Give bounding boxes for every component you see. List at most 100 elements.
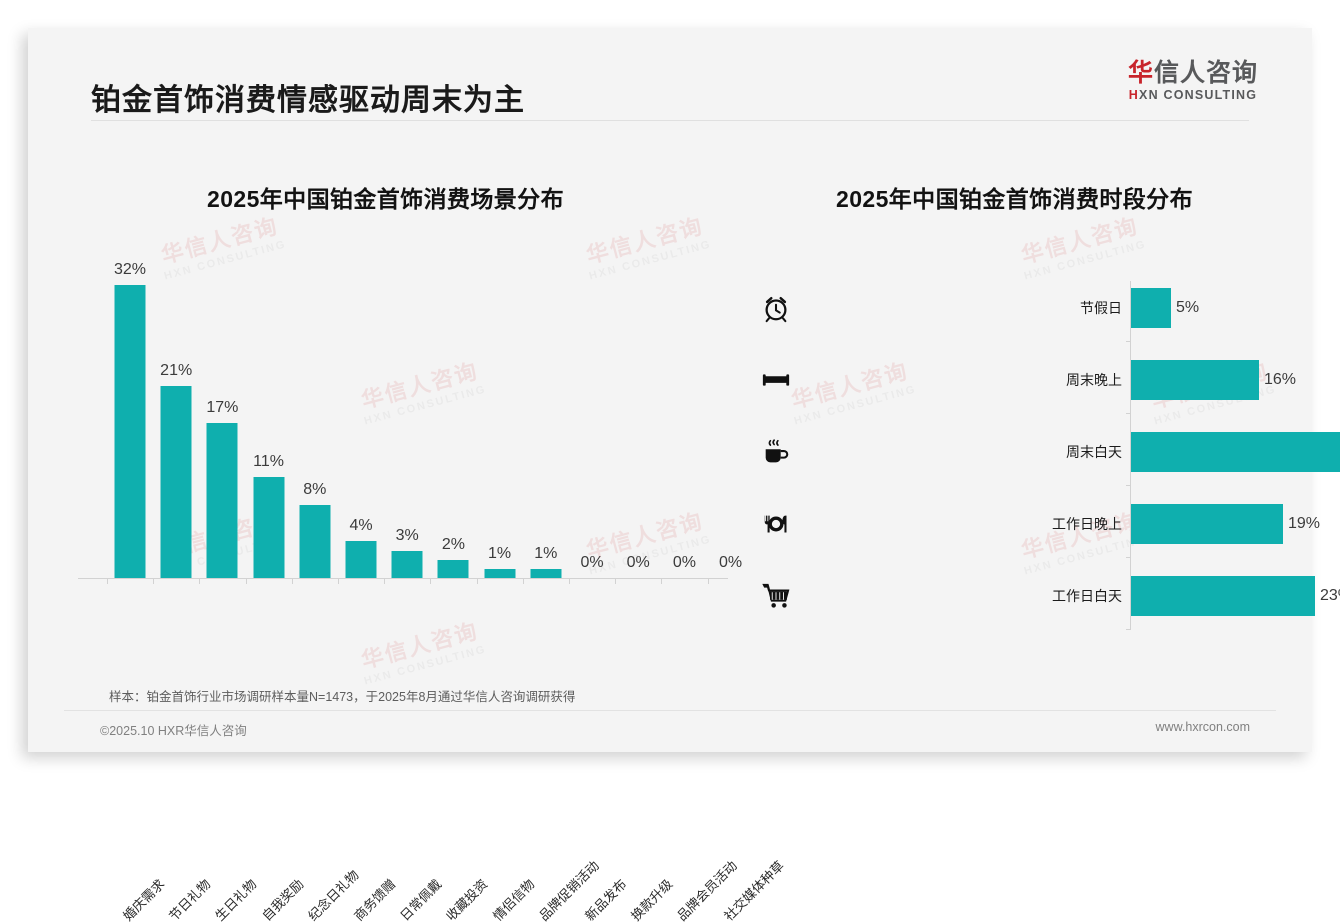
scenario-bar-item[interactable]: 17% [194, 258, 250, 578]
scenario-bar[interactable] [345, 541, 377, 578]
alarm-clock-icon [756, 288, 796, 328]
scenario-bar-item[interactable]: 32% [102, 258, 158, 578]
scenario-bar-value-label: 1% [534, 545, 558, 562]
scenario-category-label: 收藏投资 [443, 876, 491, 924]
scenario-bar-value-label: 8% [303, 481, 327, 498]
scenario-axis-tick [338, 579, 339, 584]
shopping-cart-icon [756, 576, 796, 616]
timeslot-axis-tick [1126, 413, 1131, 414]
scenario-bar-item[interactable]: 8% [287, 258, 343, 578]
logo-accent-char: 华 [1127, 59, 1154, 87]
timeslot-chart-title: 2025年中国铂金首饰消费时段分布 [836, 186, 1193, 212]
scenario-axis-tick [384, 579, 386, 584]
timeslot-bar[interactable] [1131, 432, 1340, 472]
scenario-chart-plot: 32% 21% 17% 11% 8% 4% 3% 2% 1% 1% 0% 0% 0% 0% [78, 258, 742, 584]
logo-en-rest-chars: XN CONSULTING [1139, 88, 1258, 103]
scenario-bar-item[interactable]: 1% [472, 258, 528, 578]
logo-en-accent-char: H [1128, 88, 1140, 103]
scenario-axis-tick [430, 579, 432, 584]
company-logo: 华信人咨询 HXN CONSULTING [1118, 60, 1268, 102]
scenario-category-label: 自我奖励 [258, 876, 307, 924]
scenario-bar[interactable] [114, 285, 146, 578]
scenario-bar-value-label: 11% [253, 453, 285, 470]
scenario-category-label: 情侣信物 [489, 876, 538, 924]
scenario-bar-item[interactable]: 3% [379, 258, 435, 578]
dining-plate-icon [756, 504, 796, 544]
scenario-category-label: 婚庆需求 [120, 876, 168, 924]
scenario-bar[interactable] [206, 423, 238, 578]
scenario-axis-tick [291, 579, 293, 584]
scenario-axis-tick [476, 579, 478, 584]
scenario-axis-tick [245, 579, 247, 584]
timeslot-bar-value-label: 16% [1264, 371, 1297, 388]
copyright-text: ©2025.10 HXR华信人咨询 [100, 724, 247, 738]
scenario-bar-value-label: 0% [719, 554, 743, 571]
timeslot-category-label: 工作日白天 [1052, 588, 1122, 604]
scenario-bar[interactable] [530, 569, 562, 578]
scenario-axis-tick [661, 579, 663, 584]
timeslot-chart-panel: 2025年中国铂金首饰消费时段分布 节假日5%周末晚上16%周末白天37%工作日… [746, 148, 1340, 668]
timeslot-bar[interactable] [1131, 576, 1315, 616]
scenario-bar[interactable] [299, 505, 331, 578]
scenario-bar[interactable] [160, 386, 192, 578]
timeslot-chart-axis [1130, 281, 1131, 629]
scenario-bar-item[interactable]: 0% [610, 258, 666, 578]
header-divider [91, 120, 1249, 121]
footer-divider [64, 710, 1276, 711]
scenario-axis-tick [707, 579, 709, 584]
timeslot-bar-row[interactable]: 工作日白天 23% [746, 563, 1340, 629]
scenario-bar-item[interactable]: 0% [656, 258, 712, 578]
website-link[interactable]: www.hxrcon.com [1155, 720, 1250, 734]
timeslot-axis-tick [1126, 485, 1131, 486]
scenario-bar-item[interactable]: 2% [425, 258, 481, 578]
timeslot-bar-row[interactable]: 节假日 5% [746, 275, 1286, 341]
timeslot-bar-row[interactable]: 周末晚上 16% [746, 347, 1296, 413]
scenario-chart-title: 2025年中国铂金首饰消费场景分布 [207, 186, 564, 212]
scenario-chart-baseline [78, 578, 728, 579]
timeslot-bar-value-label: 5% [1176, 299, 1200, 316]
scenario-axis-tick [522, 579, 524, 584]
scenario-bar-item[interactable]: 0% [564, 258, 620, 578]
timeslot-bar-value-label: 23% [1320, 587, 1340, 604]
timeslot-bar-row[interactable]: 周末白天37% [746, 419, 1340, 485]
slide-header: 铂金首饰消费情感驱动周末为主 华信人咨询 HXN CONSULTING [28, 28, 1312, 120]
scenario-bar-value-label: 0% [626, 554, 650, 571]
timeslot-bar[interactable] [1131, 504, 1283, 544]
scenario-bar-value-label: 32% [113, 261, 147, 278]
scenario-bar-item[interactable]: 0% [703, 258, 759, 578]
scenario-bar-item[interactable]: 11% [241, 258, 297, 578]
scenario-bar-value-label: 0% [580, 554, 604, 571]
scenario-axis-tick [153, 579, 155, 584]
scenario-bar-item[interactable]: 4% [333, 258, 389, 578]
timeslot-category-label: 工作日晚上 [1052, 516, 1122, 532]
scenario-category-label: 节日礼物 [166, 876, 214, 924]
timeslot-bar[interactable] [1131, 360, 1259, 400]
scenario-axis-tick [615, 579, 617, 584]
scenario-bar[interactable] [484, 569, 516, 578]
scenario-bar-value-label: 0% [672, 554, 696, 571]
slide-card: 华信人咨询 HXN CONSULTING 华信人咨询 HXN CONSULTIN… [28, 28, 1340, 924]
timeslot-category-label: 周末白天 [1066, 444, 1122, 460]
scenario-category-label: 换款升级 [628, 876, 676, 924]
scenario-axis-tick [199, 579, 201, 584]
scenario-bar-value-label: 2% [441, 536, 465, 553]
timeslot-bar-row[interactable]: 工作日晚上 19% [746, 491, 1320, 557]
scenario-chart-xaxis-labels: 婚庆需求 节日礼物 生日礼物 自我奖励 纪念日礼物 商务馈赠 日常佩戴 收藏投资 情侣信物 品牌促… [78, 578, 786, 924]
timeslot-bar[interactable] [1131, 288, 1171, 328]
scenario-bar-item[interactable]: 21% [148, 258, 204, 578]
scenario-chart-panel: 2025年中国铂金首饰消费场景分布 32% 21% 17% 11% 8% 4% 3% 2% 1%… [68, 148, 786, 924]
logo-english-text: HXN CONSULTING [1118, 88, 1268, 102]
timeslot-axis-tick [1126, 629, 1131, 630]
timeslot-axis-tick [1126, 557, 1131, 558]
scenario-category-label: 生日礼物 [212, 876, 260, 924]
scenario-bar[interactable] [437, 560, 469, 578]
scenario-axis-tick [107, 579, 108, 584]
scenario-bar-value-label: 4% [349, 517, 373, 534]
coffee-cup-icon [756, 432, 796, 472]
scenario-bar[interactable] [253, 477, 285, 578]
bed-icon [756, 360, 796, 400]
page-title: 铂金首饰消费情感驱动周末为主 [91, 84, 525, 117]
scenario-bar[interactable] [391, 551, 423, 578]
timeslot-axis-tick [1126, 341, 1131, 342]
scenario-bar-item[interactable]: 1% [518, 258, 574, 578]
